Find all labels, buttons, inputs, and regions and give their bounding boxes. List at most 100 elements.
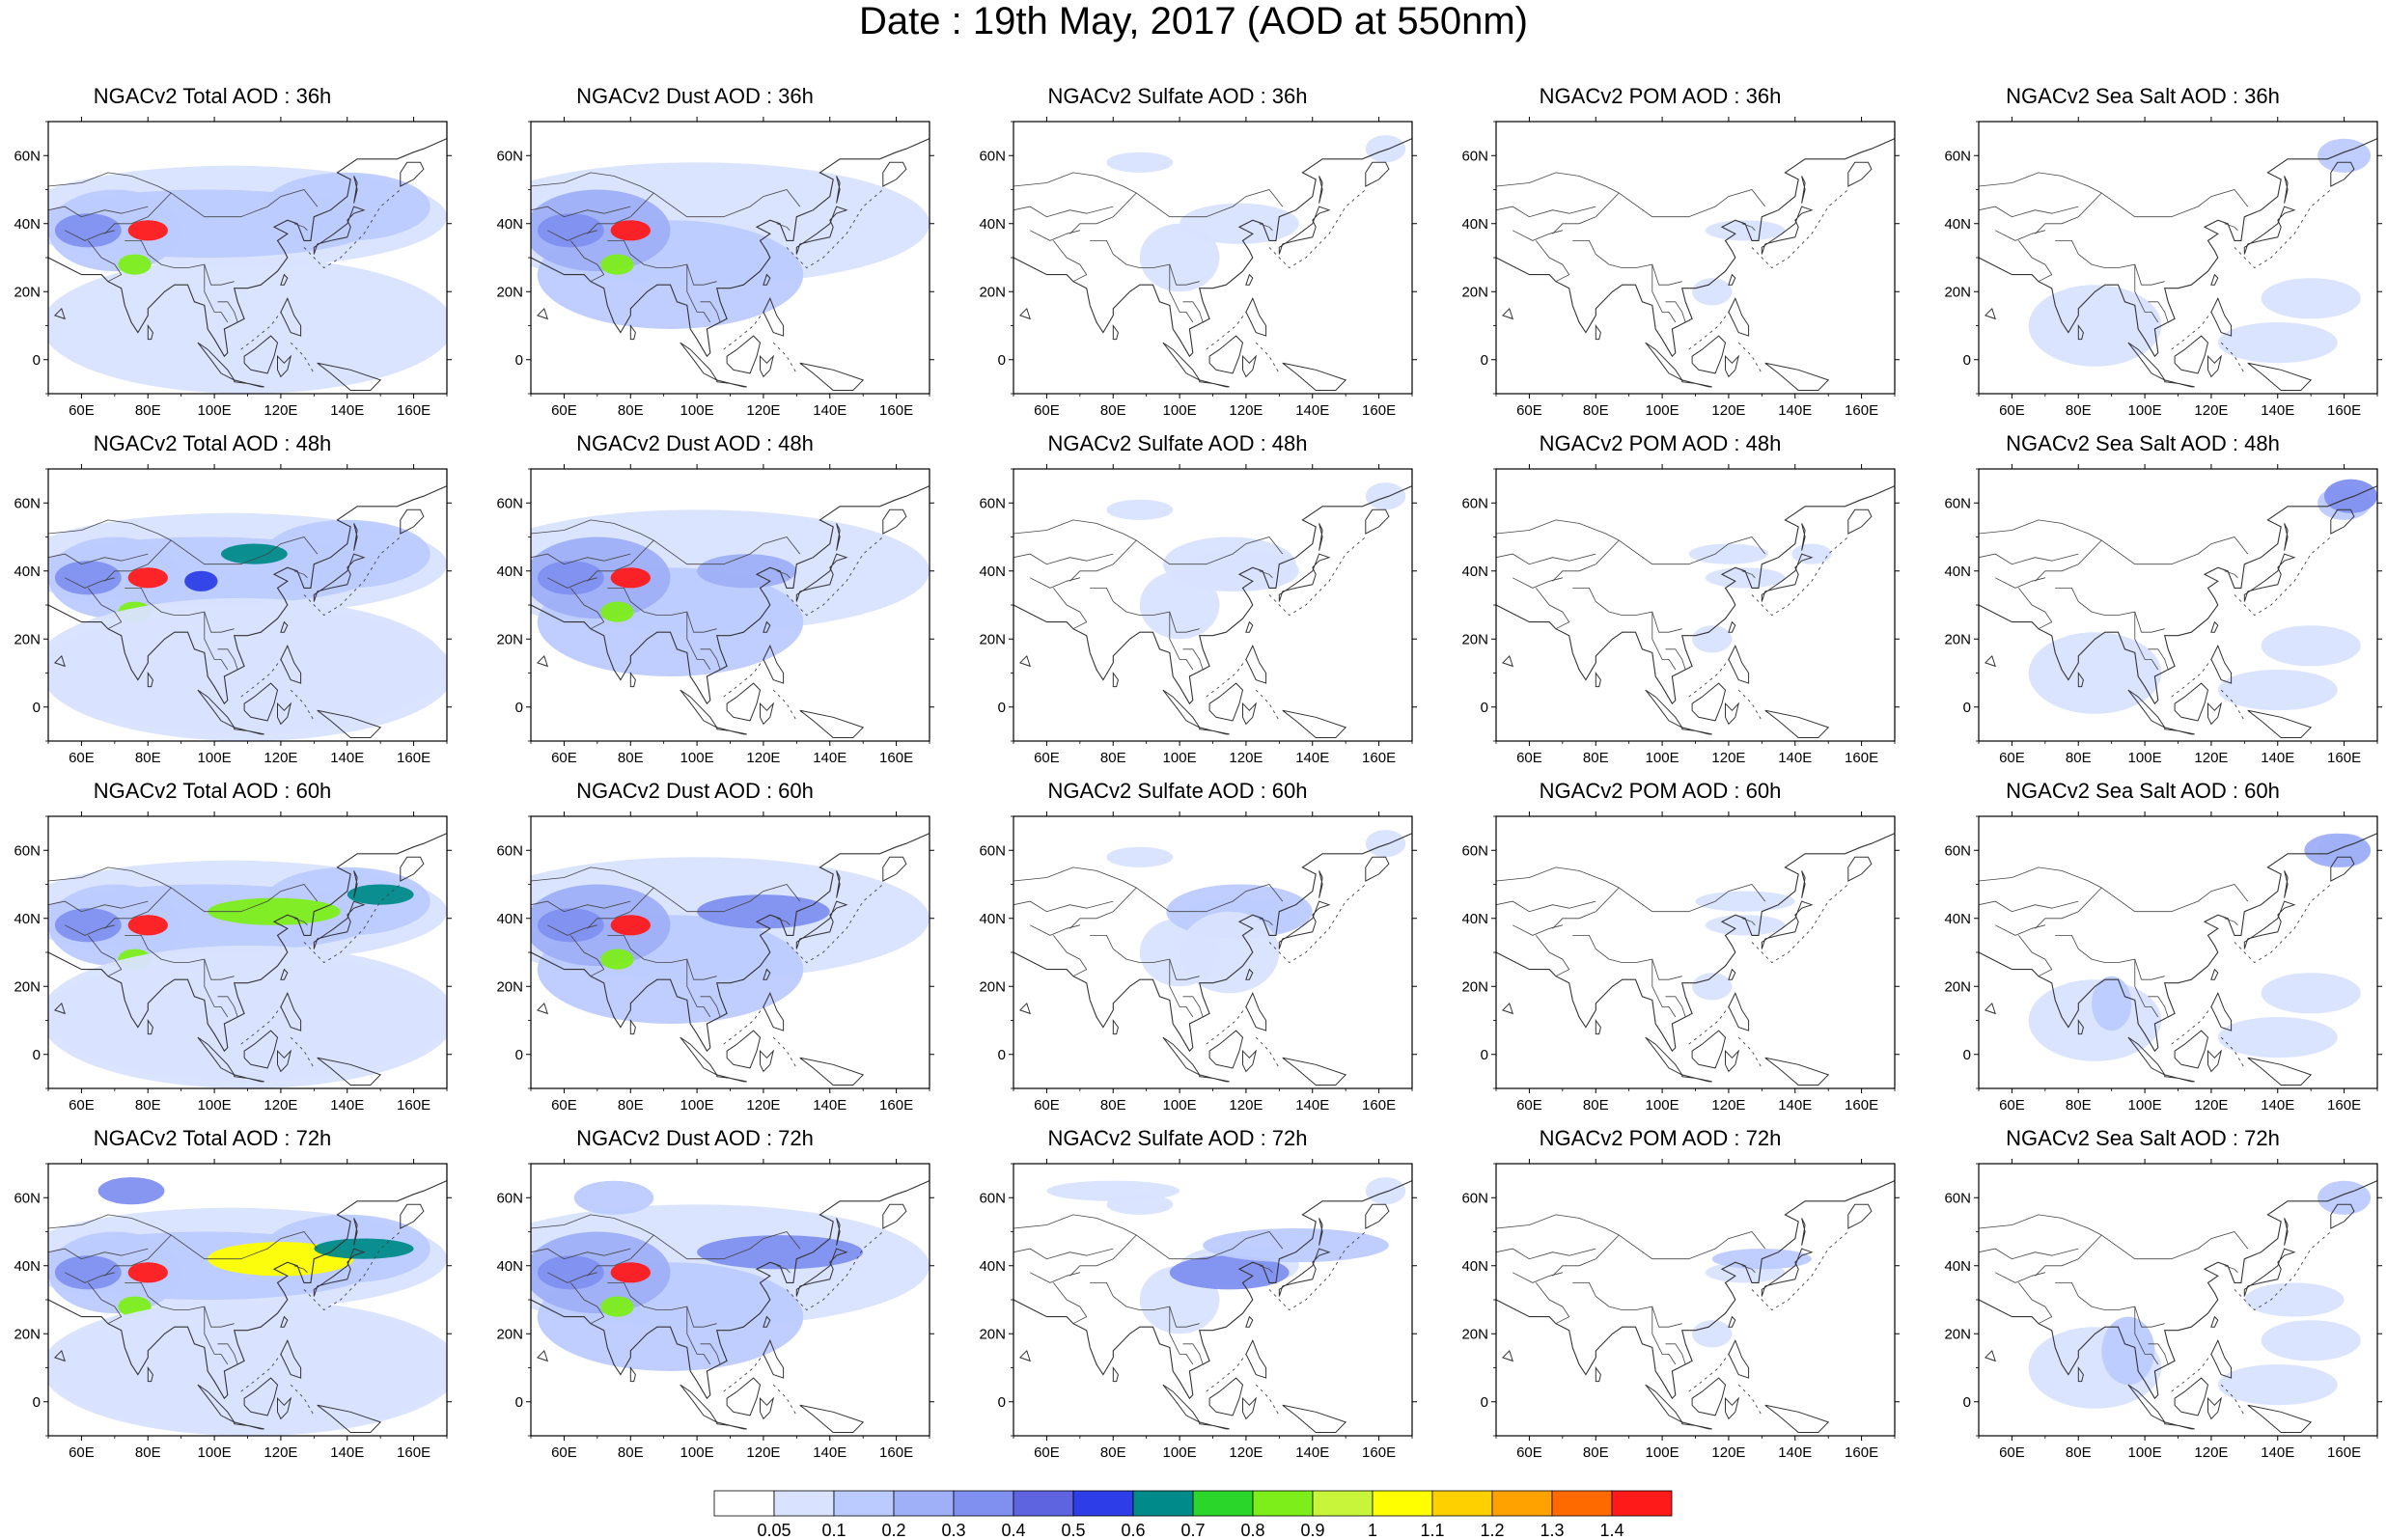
coastline [280,297,302,337]
coastline [799,709,865,738]
map-panel-dust-36h: NGACv2 Dust AOD : 36h 60N 40N 20N 0 60E 80E 100… [487,85,934,419]
lon-tick-label: 80E [1100,1444,1126,1461]
aod-contour [537,908,604,943]
lon-tick-label: 140E [1295,402,1329,419]
country-border [686,612,711,671]
country-border [1513,1272,1563,1283]
country-border [1496,1214,1620,1236]
island-chain [1688,659,1730,698]
colorbar-swatch [713,1490,775,1517]
country-border [547,577,597,589]
lon-tick-label: 60E [69,1444,95,1461]
lon-tick-label: 100E [1163,402,1197,419]
country-border [2224,918,2238,926]
coastline [716,379,747,388]
country-border [1169,1306,1194,1365]
coastline [1242,1396,1258,1420]
country-border [48,1248,149,1260]
aod-contour [1139,223,1220,292]
aod-field [1013,469,1412,741]
island-chain [1206,659,1247,698]
lon-tick-label: 80E [2066,402,2092,419]
country-border [1741,1265,1756,1274]
lon-tick-label: 80E [2066,750,2092,766]
aod-contour [537,1255,604,1290]
lon-tick-label: 120E [2194,1444,2228,1461]
coastline [1979,469,2377,705]
coastline [2247,362,2313,391]
coastline [536,307,548,320]
map-plot: 60N 40N 20N 0 60E 80E 100E 120E 140E 160E [1935,1156,2382,1461]
coastline [2247,1404,2313,1433]
country-border [293,570,308,579]
country-border [1979,1248,2079,1260]
country-border [1651,264,1677,323]
island-chain [2171,659,2212,698]
coastline [763,992,785,1031]
map-panel-sulfate-36h: NGACv2 Sulfate AOD : 36h 60N 40N 20N 0 60E 80E… [970,84,1417,419]
aod-map: 60N 40N 20N 0 60E 80E 100E 120E 140E 160E [14,811,452,1114]
coastline [763,1339,785,1379]
map-panel-total-60h: NGACv2 Total AOD : 60h 60N 40N 20N 0 60E 80E 10… [5,780,452,1114]
lat-tick-label: 20N [1461,284,1488,300]
map-panel-seasalt-48h: NGACv2 Sea Salt AOD : 48h 60N 40N 20N 0 60E 80… [1935,432,2382,766]
lon-tick-label: 120E [746,1097,780,1114]
map-panel-total-36h: NGACv2 Total AOD : 36h 60N 40N 20N 0 60E 80E 10… [5,85,452,419]
country-border [1013,900,1114,913]
coastline [1979,1164,2377,1400]
lon-tick-label: 80E [1583,1097,1609,1114]
lon-tick-label: 60E [1999,402,2025,419]
country-border [1013,519,1137,541]
country-border [1979,206,2079,218]
coastline [1761,553,1814,602]
coastline [53,307,66,320]
country-border [1979,553,2079,565]
aod-contour [1688,543,1769,564]
aod-contour [314,1238,414,1259]
country-border [104,216,149,234]
lat-tick-label: 60N [979,1190,1006,1206]
lon-tick-label: 60E [1516,750,1542,766]
country-border [1182,301,1204,323]
aod-map: 60N 40N 20N 0 60E 80E 100E 120E 140E 160E [14,117,452,419]
country-border [2224,570,2238,579]
lat-tick-label: 40N [979,911,1006,927]
coastline [53,654,66,668]
lat-tick-label: 60N [14,842,41,859]
lat-tick-label: 40N [979,564,1006,580]
aod-field [1013,816,1412,1088]
country-border [1552,1258,1596,1277]
country-border [1169,264,1194,323]
coastline [2210,1339,2233,1379]
panel-title: NGACv2 Sulfate AOD : 36h [1047,84,1308,108]
lat-tick-label: 40N [979,1258,1006,1275]
coastline [317,709,382,738]
lat-tick-label: 20N [1944,1326,1971,1342]
country-border [700,301,721,323]
country-border [1513,924,1563,936]
aod-contour [2261,1320,2361,1361]
coastline [1761,900,1814,949]
country-border [2035,216,2079,234]
coastline [1199,1074,1230,1083]
map-panel-pom-72h: NGACv2 POM AOD : 72h 60N 40N 20N 0 60E 80E 100E… [1453,1127,1900,1461]
coastline [2284,176,2289,204]
lon-tick-label: 140E [330,402,364,419]
aod-contour [184,570,218,591]
aod-contour [127,220,168,241]
aod-field [1496,469,1895,741]
lon-tick-label: 140E [813,750,847,766]
map-plot: 60N 40N 20N 0 60E 80E 100E 120E 140E 160E [5,114,452,419]
lon-tick-label: 160E [1845,1097,1878,1114]
island-chain [1206,312,1247,350]
coastline [277,701,292,726]
lat-tick-label: 20N [1944,631,1971,647]
country-border [1596,536,1766,565]
aod-contour [1106,151,1174,173]
coastline [2207,354,2223,378]
aod-map: 60N 40N 20N 0 60E 80E 100E 120E 140E 160E [979,117,1417,419]
coastline [1365,509,1390,535]
country-border [1013,206,1114,218]
coastline [243,1377,279,1416]
coastline [53,1002,66,1015]
